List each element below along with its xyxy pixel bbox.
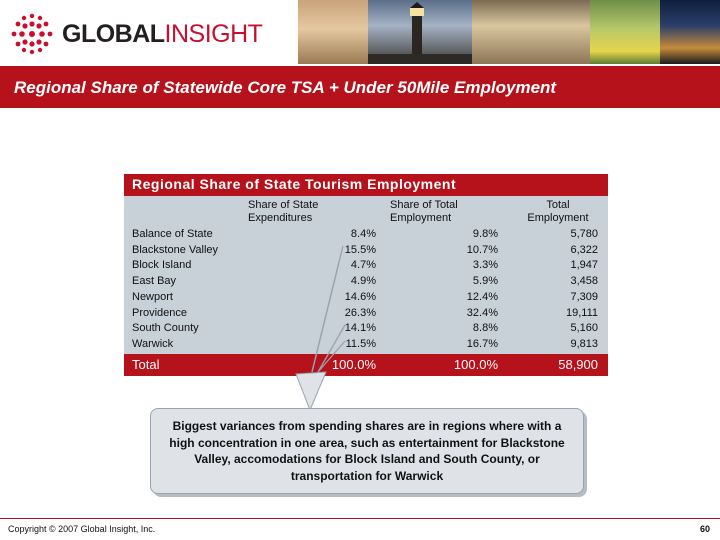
header-photo-lighthouse <box>368 0 472 64</box>
region-name: Newport <box>132 290 173 303</box>
total-label: Total <box>132 357 160 372</box>
total-employment-value: 5,160 <box>570 322 598 335</box>
employment-share-value: 9.8% <box>472 228 498 240</box>
column-header-total-employment: Total Employment <box>527 199 589 224</box>
title-bar <box>0 66 720 108</box>
table-title: Regional Share of State Tourism Employme… <box>132 176 457 192</box>
total-employment-value: 7,309 <box>570 290 598 303</box>
table-row: East Bay 4.9% 5.9% 3,458 <box>124 275 608 291</box>
expenditure-share-value: 14.1% <box>344 322 376 335</box>
employment-share-value: 3.3% <box>472 259 498 272</box>
total-employment-value: 5,780 <box>570 228 598 240</box>
slide-title: Regional Share of Statewide Core TSA + U… <box>14 78 557 97</box>
employment-share-value: 32.4% <box>466 306 498 319</box>
total-expenditure-share: 100.0% <box>331 357 376 372</box>
expenditure-share-value: 4.7% <box>350 259 376 272</box>
callout-pointer-tail <box>295 371 327 412</box>
table-row: Warwick 11.5% 16.7% 9,813 <box>124 338 608 354</box>
lighthouse-icon <box>368 2 472 64</box>
region-name: Warwick <box>132 337 174 350</box>
header-photo-city-night <box>660 0 720 64</box>
header-photo-buildings <box>298 0 368 64</box>
brand-logo-text: GLOBALINSIGHT <box>62 20 263 49</box>
total-employment-count: 58,900 <box>558 357 598 372</box>
table-row: Balance of State 8.4% 9.8% 5,780 <box>124 228 608 244</box>
header-photo-mansion-hall <box>472 0 590 64</box>
employment-share-value: 5.9% <box>472 275 498 288</box>
footer-divider <box>0 518 720 519</box>
expenditure-share-value: 26.3% <box>344 306 376 319</box>
table-header-bar: Regional Share of State Tourism Employme… <box>124 174 608 196</box>
expenditure-share-value: 11.5% <box>345 337 376 350</box>
expenditure-share-value: 14.6% <box>344 290 376 303</box>
region-name: Block Island <box>132 259 192 272</box>
column-header-employment-share: Share of Total Employment <box>390 199 458 224</box>
table-total-row: Total 100.0% 100.0% 58,900 <box>124 354 608 376</box>
table-row: South County 14.1% 8.8% 5,160 <box>124 322 608 338</box>
region-name: Balance of State <box>132 228 213 240</box>
total-employment-value: 6,322 <box>570 243 598 256</box>
column-header-expenditure-share: Share of State Expenditures <box>248 199 319 224</box>
expenditure-share-value: 15.5% <box>344 243 376 256</box>
total-employment-value: 1,947 <box>570 259 598 272</box>
global-insight-logo-icon <box>11 13 53 55</box>
header: GLOBALINSIGHT <box>0 0 720 64</box>
employment-share-value: 10.7% <box>466 243 498 256</box>
logo-insight-word: INSIGHT <box>164 20 263 48</box>
tourism-employment-table: Regional Share of State Tourism Employme… <box>124 174 608 376</box>
page-number: 60 <box>699 524 710 534</box>
employment-share-value: 12.4% <box>466 290 498 303</box>
total-employment-share: 100.0% <box>453 357 498 372</box>
total-employment-value: 9,813 <box>570 337 598 350</box>
callout-text: Biggest variances from spending shares a… <box>169 419 565 483</box>
total-employment-value: 3,458 <box>570 275 598 288</box>
copyright-notice: Copyright © 2007 Global Insight, Inc. <box>8 524 156 534</box>
table-row: Newport 14.6% 12.4% 7,309 <box>124 291 608 307</box>
expenditure-share-value: 4.9% <box>350 275 376 288</box>
region-name: South County <box>132 322 199 335</box>
table-row: Providence 26.3% 32.4% 19,111 <box>124 307 608 323</box>
employment-share-value: 8.8% <box>472 322 498 335</box>
employment-share-value: 16.7% <box>466 337 498 350</box>
table-row: Blackstone Valley 15.5% 10.7% 6,322 <box>124 244 608 260</box>
region-name: Blackstone Valley <box>132 243 219 256</box>
table-row: Block Island 4.7% 3.3% 1,947 <box>124 259 608 275</box>
variance-callout: Biggest variances from spending shares a… <box>150 408 584 494</box>
region-name: East Bay <box>132 275 177 288</box>
expenditure-share-value: 8.4% <box>350 228 376 240</box>
logo-global-word: GLOBAL <box>62 20 165 48</box>
region-name: Providence <box>132 306 188 319</box>
header-photo-garden <box>590 0 660 64</box>
header-photo-strip <box>298 0 720 64</box>
total-employment-value: 19,111 <box>565 306 598 319</box>
